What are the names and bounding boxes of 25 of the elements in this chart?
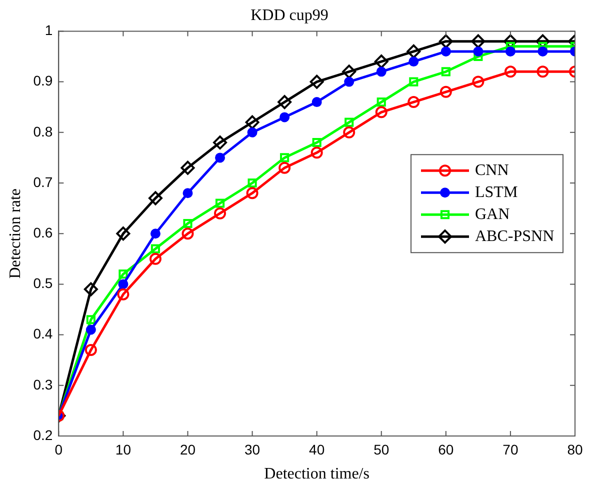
legend-label: CNN bbox=[475, 162, 510, 179]
y-tick-label: 0.5 bbox=[33, 275, 53, 292]
x-axis-title: Detection time/s bbox=[264, 466, 370, 483]
x-tick-label: 70 bbox=[502, 441, 518, 458]
legend-label: ABC-PSNN bbox=[475, 228, 555, 245]
legend-label: GAN bbox=[475, 206, 510, 223]
y-tick-label: 0.9 bbox=[33, 72, 53, 89]
x-tick-label: 80 bbox=[567, 441, 583, 458]
y-tick-label: 0.3 bbox=[33, 376, 53, 392]
x-tick-label: 0 bbox=[54, 441, 63, 458]
x-tick-label: 10 bbox=[115, 441, 132, 458]
chart-title: KDD cup99 bbox=[250, 6, 328, 24]
y-tick-label: 0.8 bbox=[33, 123, 53, 140]
x-tick-label: 20 bbox=[180, 441, 196, 458]
x-tick-label: 50 bbox=[374, 441, 390, 458]
y-tick-label: 0.6 bbox=[33, 224, 53, 240]
y-axis-title: Detection rate bbox=[6, 188, 24, 279]
legend-label: LSTM bbox=[475, 184, 518, 201]
y-tick-label: 1 bbox=[44, 22, 53, 38]
x-tick-label: 30 bbox=[244, 441, 260, 458]
y-tick-label: 0.2 bbox=[33, 426, 53, 443]
x-tick-label: 60 bbox=[438, 441, 454, 458]
x-tick-label: 40 bbox=[309, 441, 325, 458]
y-tick-label: 0.4 bbox=[33, 326, 53, 342]
y-tick-label: 0.7 bbox=[33, 174, 53, 190]
